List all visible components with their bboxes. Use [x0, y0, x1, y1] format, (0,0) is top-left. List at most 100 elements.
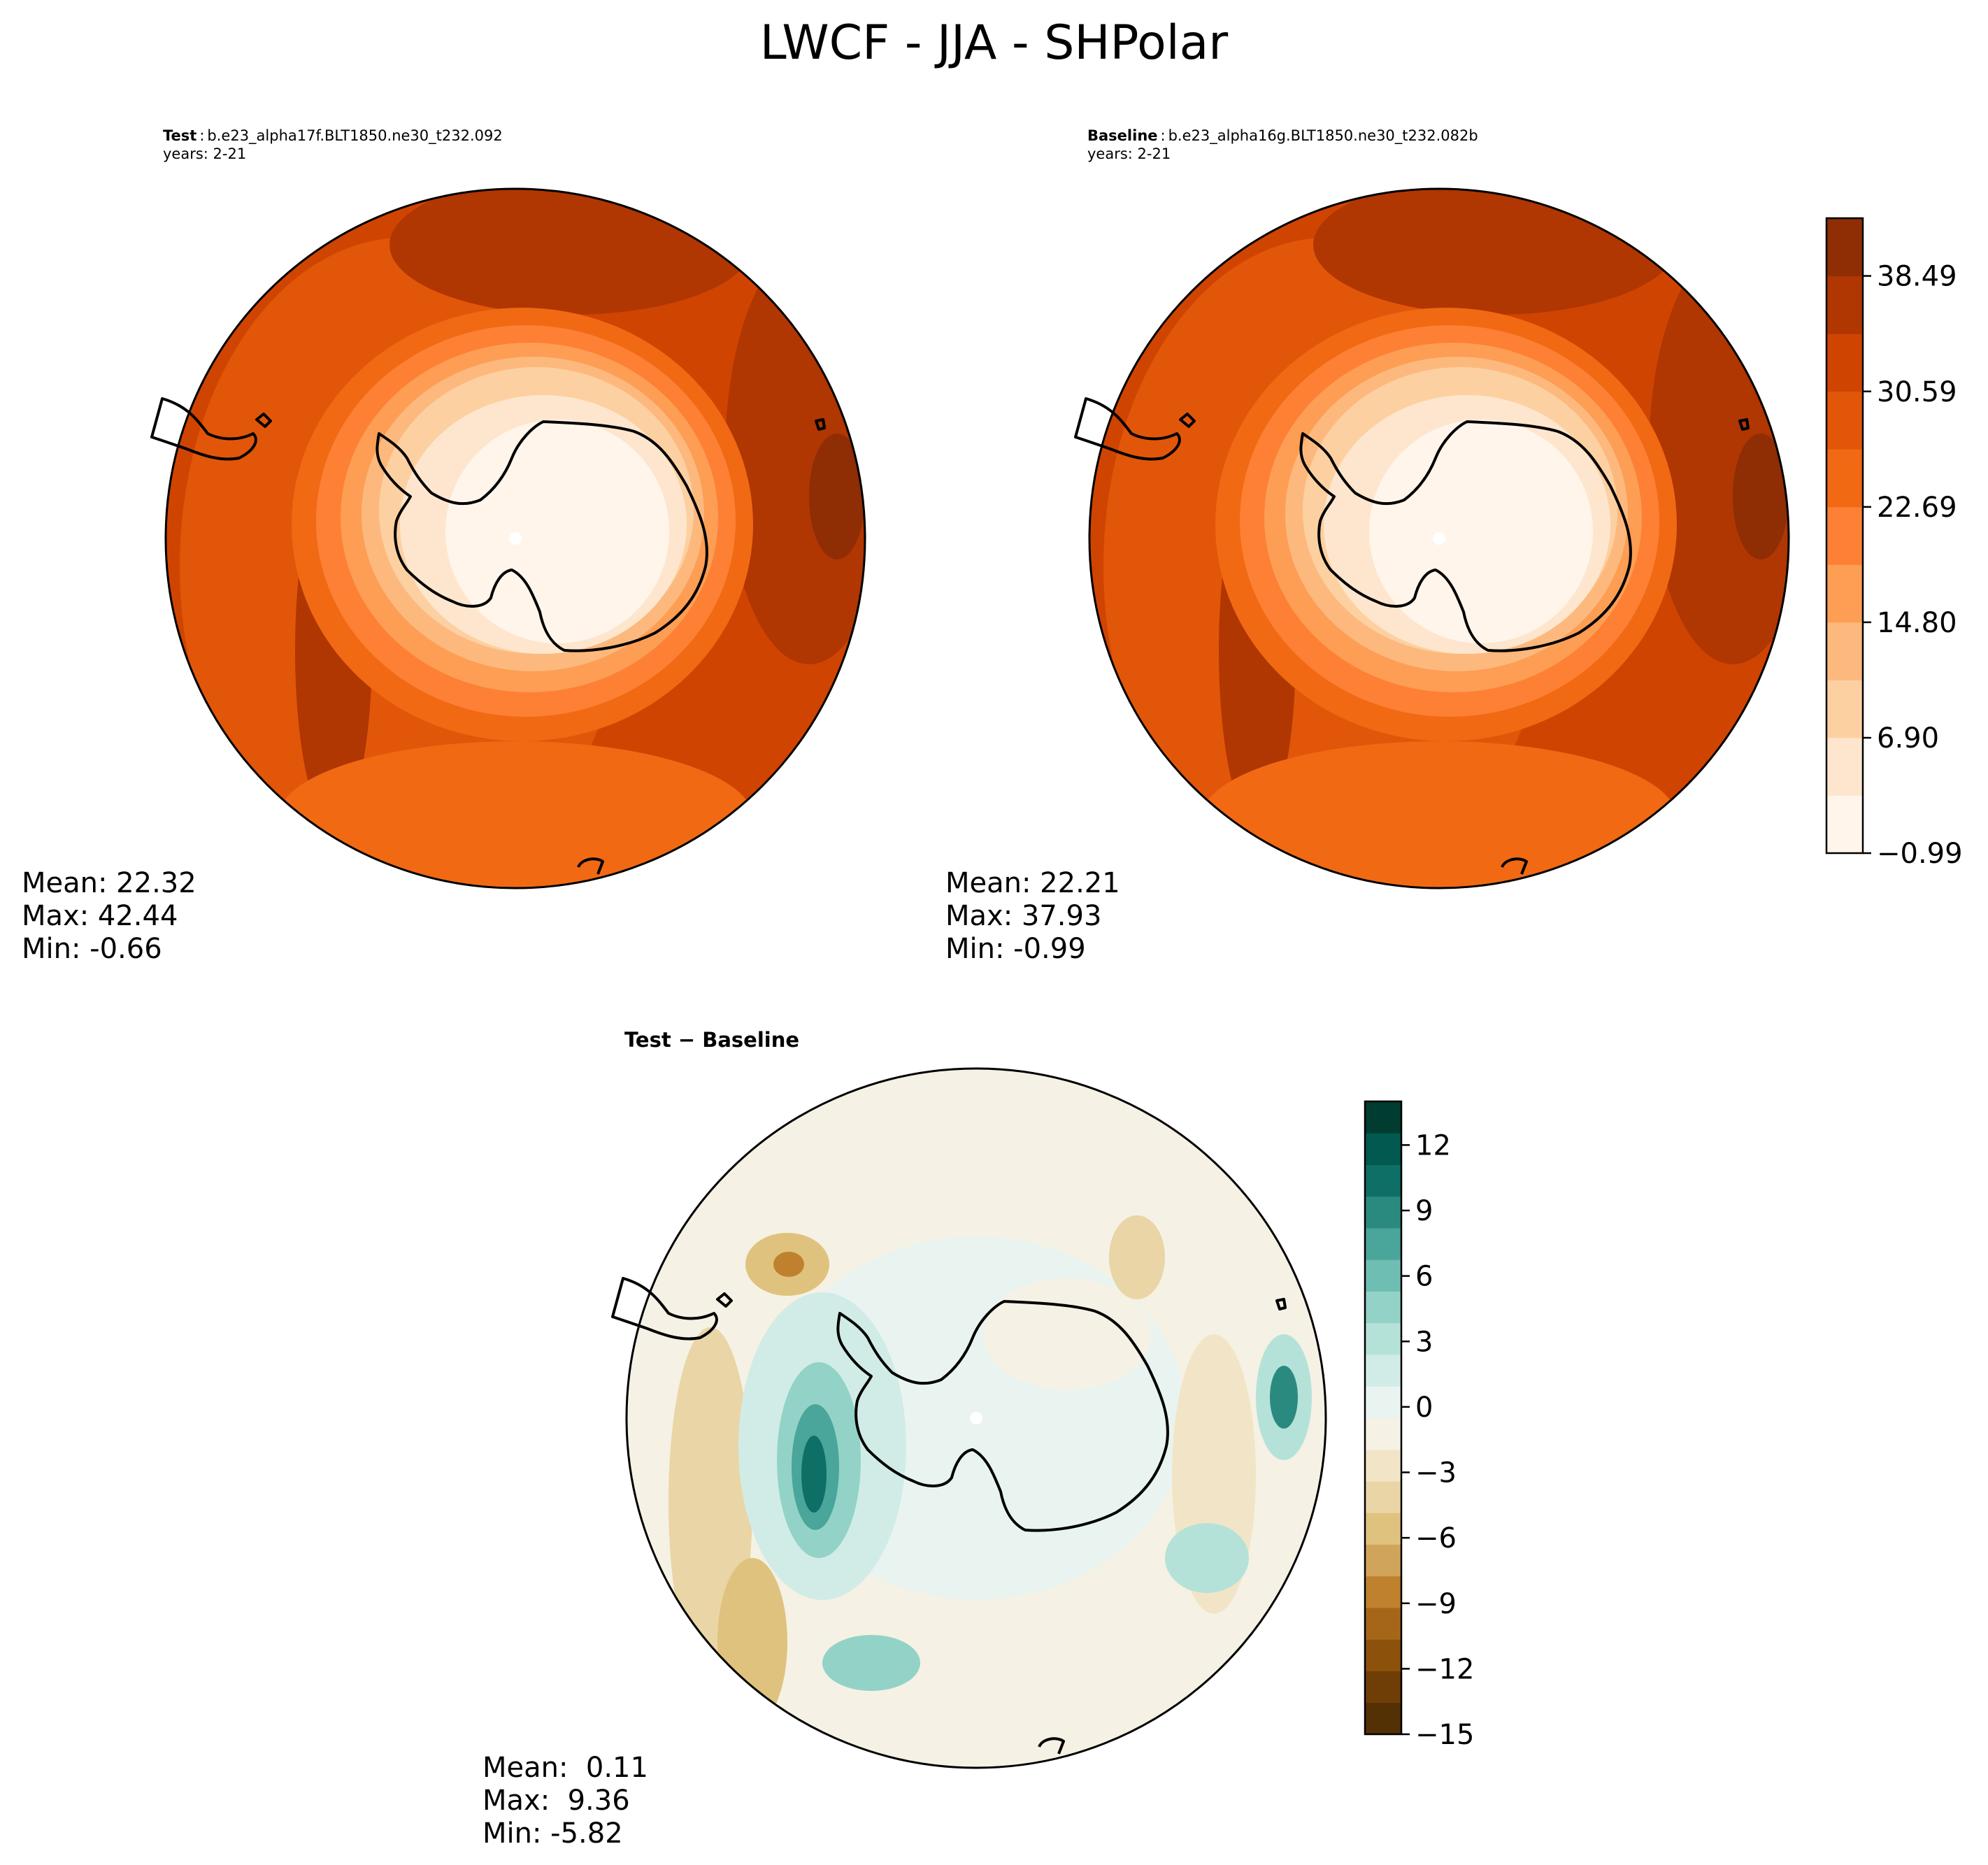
diff-mean: Mean: 0.11 — [482, 1752, 648, 1784]
shared-colorbar-swatch — [1826, 449, 1863, 508]
baseline-stats: Mean: 22.21 Max: 37.93 Min: -0.99 — [945, 867, 1120, 966]
baseline-years: years: 2-21 — [1087, 145, 1171, 162]
diff-colorbar-swatch — [1365, 1101, 1401, 1134]
diff-map — [611, 1067, 1327, 1769]
baseline-coast-fragment — [1501, 857, 1528, 875]
baseline-contour-6 — [1201, 741, 1677, 888]
diff-colorbar-tick-label: −6 — [1415, 1522, 1457, 1555]
diff-contour-2 — [983, 1278, 1151, 1390]
test-contour-13 — [445, 420, 669, 643]
shared-colorbar-swatch — [1826, 737, 1863, 796]
diff-colorbar-tick-label: −12 — [1415, 1653, 1474, 1685]
diff-coastline — [611, 1277, 1287, 1755]
test-contour-2 — [725, 245, 865, 664]
test-contour-3 — [809, 434, 865, 559]
diff-colorbar-tick-label: −3 — [1415, 1457, 1457, 1489]
shared-colorbar-swatch — [1826, 564, 1863, 623]
test-label: Test — [163, 127, 197, 144]
test-case-name: b.e23_alpha17f.BLT1850.ne30_t232.092 — [207, 127, 503, 144]
diff-colorbar: −15 −12 −9 −6 −3 0 3 6 9 12 — [1364, 1100, 1474, 1751]
baseline-min: Min: -0.99 — [945, 933, 1086, 965]
diff-colorbar-swatch — [1365, 1291, 1401, 1324]
diff-colorbar-tick-label: 0 — [1415, 1392, 1433, 1424]
baseline-contour-2 — [1649, 245, 1789, 664]
diff-contour-4 — [717, 1558, 787, 1726]
diff-colorbar-swatch — [1365, 1513, 1401, 1545]
diff-colorbar-frame — [1364, 1100, 1403, 1736]
test-pole-marker — [509, 532, 522, 545]
baseline-field — [1089, 189, 1789, 888]
shared-colorbar-tick-label: 6.90 — [1877, 722, 1939, 755]
baseline-caption: Baseline: b.e23_alpha16g.BLT1850.ne30_t23… — [1087, 127, 1478, 144]
shared-colorbar-tick-label: −0.99 — [1877, 838, 1963, 870]
diff-colorbar-swatch — [1365, 1671, 1401, 1703]
baseline-case-name: b.e23_alpha16g.BLT1850.ne30_t232.082b — [1168, 127, 1478, 144]
diff-contour-7 — [1109, 1215, 1165, 1299]
diff-boundary — [625, 1067, 1327, 1769]
shared-colorbar-tick-label: 30.59 — [1877, 376, 1957, 408]
diff-contour-13 — [822, 1635, 920, 1691]
baseline-max: Max: 37.93 — [945, 900, 1102, 932]
test-coastline — [150, 397, 826, 875]
shared-colorbar-swatch — [1826, 795, 1863, 854]
test-coast-fragment — [577, 857, 604, 875]
diff-max: Max: 9.36 — [482, 1785, 630, 1817]
baseline-island — [1738, 418, 1750, 431]
test-island — [815, 418, 826, 431]
diff-colorbar-tick-label: 3 — [1415, 1326, 1433, 1358]
shared-colorbar-swatch — [1826, 506, 1863, 565]
test-stats: Mean: 22.32 Max: 42.44 Min: -0.66 — [22, 867, 196, 966]
baseline-coastline — [1074, 397, 1750, 875]
diff-island — [1275, 1298, 1287, 1310]
diff-colorbar-tick-label: 12 — [1415, 1129, 1451, 1162]
test-caption: Test: b.e23_alpha17f.BLT1850.ne30_t232.09… — [163, 127, 503, 144]
diff-colorbar-swatch — [1365, 1575, 1401, 1608]
diff-colorbar-swatch — [1365, 1322, 1401, 1355]
diff-colorbar-swatch — [1365, 1386, 1401, 1418]
test-boundary — [164, 187, 866, 889]
shared-colorbar-swatch — [1826, 622, 1863, 680]
diff-colorbar-tick-label: −9 — [1415, 1588, 1457, 1620]
diff-min: Min: -5.82 — [482, 1817, 623, 1850]
diff-pole-marker — [970, 1412, 982, 1424]
baseline-boundary — [1088, 187, 1790, 889]
shared-colorbar-swatch — [1826, 276, 1863, 334]
test-field — [166, 189, 865, 888]
test-min: Min: -0.66 — [22, 933, 162, 965]
diff-caption: Test − Baseline — [624, 1028, 800, 1052]
test-contour-6 — [278, 741, 753, 888]
diff-stats: Mean: 0.11 Max: 9.36 Min: -5.82 — [482, 1752, 648, 1850]
diff-colorbar-swatch — [1365, 1355, 1401, 1387]
shared-colorbar: −0.99 6.90 14.80 22.69 30.59 38.49 — [1825, 217, 1963, 870]
shared-colorbar-tick-label: 22.69 — [1877, 492, 1957, 524]
diff-colorbar-swatch — [1365, 1133, 1401, 1165]
diff-colorbar-tick-label: 6 — [1415, 1261, 1433, 1293]
diff-colorbar-swatch — [1365, 1544, 1401, 1577]
diff-colorbar-swatch — [1365, 1639, 1401, 1671]
shared-colorbar-swatch — [1826, 680, 1863, 738]
diff-colorbar-swatch — [1365, 1196, 1401, 1229]
diff-contour-16 — [1165, 1523, 1249, 1593]
diff-colorbar-swatch — [1365, 1608, 1401, 1640]
diff-contour-12 — [801, 1436, 827, 1513]
baseline-map — [1074, 187, 1790, 889]
baseline-contour-13 — [1369, 420, 1593, 643]
test-mean: Mean: 22.32 — [22, 867, 196, 899]
diff-colorbar-swatch — [1365, 1164, 1401, 1197]
figure-title: LWCF - JJA - SHPolar — [759, 15, 1229, 71]
shared-colorbar-swatch — [1826, 334, 1863, 392]
baseline-contour-3 — [1733, 434, 1789, 559]
diff-colorbar-tick-label: 9 — [1415, 1195, 1433, 1227]
diff-coast-fragment — [1038, 1737, 1065, 1755]
diff-colorbar-swatch — [1365, 1259, 1401, 1292]
diff-colorbar-swatch — [1365, 1228, 1401, 1260]
diff-colorbar-swatch — [1365, 1481, 1401, 1513]
diff-colorbar-tick-label: −15 — [1415, 1719, 1474, 1751]
test-years: years: 2-21 — [163, 145, 247, 162]
shared-colorbar-tick-label: 38.49 — [1877, 261, 1957, 293]
test-map — [150, 187, 866, 889]
diff-colorbar-swatch — [1365, 1449, 1401, 1482]
baseline-mean: Mean: 22.21 — [945, 867, 1120, 899]
diff-field — [627, 1069, 1326, 1768]
